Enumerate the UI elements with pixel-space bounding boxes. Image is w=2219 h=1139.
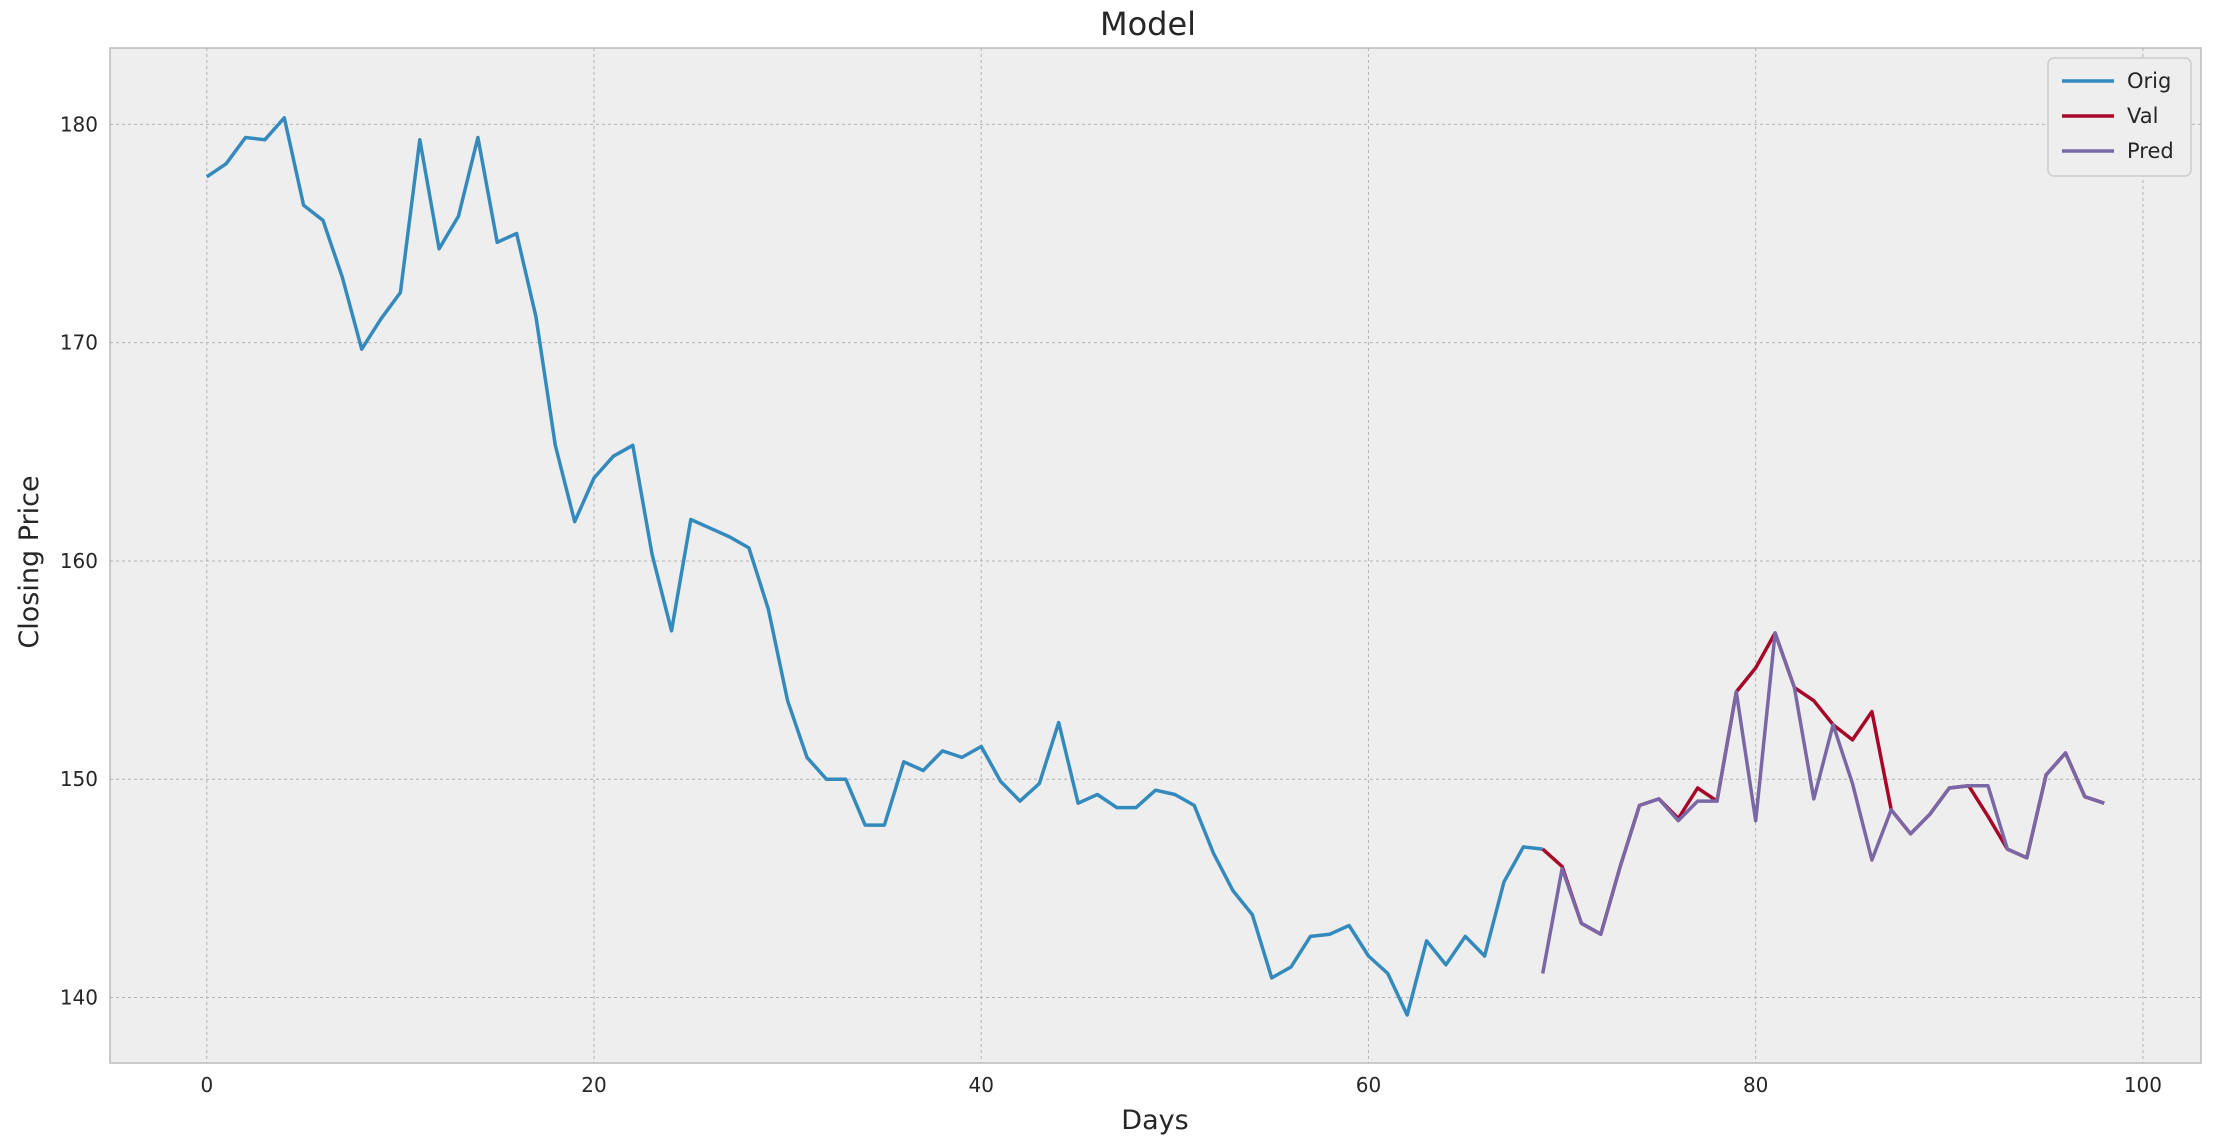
y-tick-label: 150 [60,767,98,791]
legend-label-orig: Orig [2127,69,2171,93]
y-tick-label: 160 [60,549,98,573]
y-tick-label: 170 [60,331,98,355]
y-axis-label: Closing Price [14,475,45,648]
y-tick-label: 180 [60,112,98,136]
x-axis-label: Days [1121,1105,1188,1136]
legend-label-val: Val [2127,104,2158,128]
x-axis-ticks: 0 20 40 60 80 100 [200,1073,2162,1097]
x-tick-label: 100 [2124,1073,2162,1097]
legend-box [2047,57,2192,177]
y-axis-ticks: 140 150 160 170 180 [60,112,98,1009]
x-tick-label: 0 [200,1073,213,1097]
x-tick-label: 60 [1356,1073,1381,1097]
x-tick-label: 80 [1743,1073,1768,1097]
series-lines [205,116,2105,1017]
plot-area [109,47,2202,1064]
y-tick-label: 140 [60,986,98,1010]
x-tick-label: 20 [581,1073,606,1097]
x-tick-label: 40 [969,1073,994,1097]
series-line-orig [205,116,1543,1017]
series-line-pred [1540,631,2105,974]
chart-title: Model [1100,5,1196,43]
legend-label-pred: Pred [2127,139,2174,163]
grid-lines [110,48,2201,1063]
legend: Orig Val Pred [2047,57,2192,177]
